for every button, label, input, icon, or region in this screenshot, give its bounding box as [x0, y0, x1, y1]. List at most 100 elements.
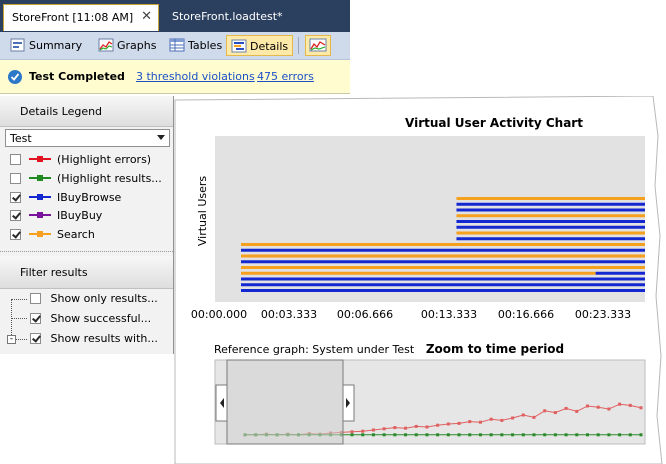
- activity-bar[interactable]: [456, 197, 645, 200]
- checkbox[interactable]: [10, 173, 21, 184]
- zoom-point: [414, 433, 418, 437]
- threshold-violations-link[interactable]: 3 threshold violations: [136, 70, 255, 83]
- checkbox[interactable]: [30, 293, 41, 304]
- legend-item-label: (Highlight results...: [57, 172, 162, 185]
- details-icon: [231, 39, 247, 56]
- activity-bar[interactable]: [456, 214, 645, 218]
- plot-area[interactable]: [215, 136, 645, 302]
- zoom-point: [618, 402, 622, 406]
- activity-bar[interactable]: [240, 248, 645, 252]
- zoom-point: [425, 425, 429, 429]
- legend-item-ibuybrowse[interactable]: IBuyBrowse: [10, 191, 121, 207]
- zoom-point: [457, 433, 461, 437]
- chart-title: Virtual User Activity Chart: [405, 116, 583, 130]
- details-legend-header[interactable]: Details Legend: [0, 96, 173, 127]
- graphs-button[interactable]: Graphs: [94, 35, 160, 56]
- activity-bar[interactable]: [240, 271, 596, 275]
- zoom-point: [532, 415, 536, 419]
- activity-bar[interactable]: [240, 254, 645, 258]
- details-button[interactable]: Details: [226, 35, 294, 56]
- legend-item-label: Search: [57, 228, 95, 241]
- checkbox[interactable]: [10, 210, 21, 221]
- errors-link[interactable]: 475 errors: [257, 70, 314, 83]
- legend-filter-dropdown[interactable]: Test: [5, 129, 170, 147]
- zoom-point: [521, 433, 525, 437]
- zoom-point: [639, 406, 643, 410]
- activity-bar[interactable]: [240, 266, 645, 269]
- zoom-point: [393, 426, 397, 430]
- filter-show-results-with[interactable]: Show results with...: [30, 332, 158, 348]
- zoom-point: [521, 413, 525, 417]
- zoom-point: [404, 426, 408, 430]
- x-tick-label: 00:13.333: [421, 308, 477, 321]
- activity-bar[interactable]: [240, 277, 645, 281]
- filter-show-successful[interactable]: Show successful...: [30, 312, 151, 328]
- tab-label: StoreFront [11:08 AM]: [12, 11, 134, 24]
- checkbox[interactable]: [30, 313, 41, 324]
- filter-results-title: Filter results: [20, 266, 88, 279]
- zoom-point: [446, 422, 450, 426]
- checkbox[interactable]: [10, 192, 21, 203]
- checkbox[interactable]: [10, 154, 21, 165]
- activity-bar[interactable]: [456, 202, 645, 206]
- document-tab-bar: StoreFront [11:08 AM] ✕ StoreFront.loadt…: [0, 0, 350, 32]
- chart-toggle-button[interactable]: [305, 35, 331, 56]
- legend-item-ibuybuy[interactable]: IBuyBuy: [10, 209, 102, 225]
- x-tick-label: 00:23.333: [575, 308, 631, 321]
- zoom-point: [350, 433, 354, 437]
- zoom-point: [457, 421, 461, 425]
- zoom-selection-window[interactable]: [226, 359, 344, 445]
- activity-bar[interactable]: [456, 231, 645, 235]
- zoom-point: [371, 428, 375, 432]
- activity-bar[interactable]: [456, 220, 645, 223]
- activity-bar[interactable]: [595, 271, 645, 275]
- tree-connector: [11, 299, 27, 300]
- close-icon[interactable]: ✕: [141, 9, 152, 24]
- zoom-point: [404, 433, 408, 437]
- zoom-point: [628, 433, 632, 437]
- toolbar-separator: [298, 37, 299, 54]
- legend-item-highlight-errors[interactable]: (Highlight errors): [10, 153, 151, 169]
- status-bar: Test Completed 3 threshold violations 47…: [0, 60, 350, 94]
- activity-bar[interactable]: [240, 283, 645, 287]
- chevron-right-icon: [346, 398, 350, 408]
- tab-storefront-results[interactable]: StoreFront [11:08 AM] ✕: [3, 4, 159, 31]
- details-label: Details: [250, 40, 289, 53]
- zoom-point: [489, 433, 493, 437]
- checkbox[interactable]: [10, 229, 21, 240]
- activity-bar[interactable]: [456, 225, 645, 229]
- zoom-point: [382, 433, 386, 437]
- collapse-icon[interactable]: -: [7, 335, 16, 344]
- filter-show-only-results[interactable]: Show only results...: [30, 292, 158, 308]
- activity-bar[interactable]: [240, 289, 645, 292]
- graphs-label: Graphs: [117, 39, 157, 52]
- checkbox[interactable]: [30, 333, 41, 344]
- zoom-point: [468, 433, 472, 437]
- summary-button[interactable]: Summary: [6, 35, 86, 56]
- purple-line-swatch-icon: [29, 210, 51, 220]
- zoom-point: [564, 406, 568, 410]
- tables-button[interactable]: Tables: [165, 35, 226, 56]
- zoom-point: [596, 433, 600, 437]
- activity-bar[interactable]: [456, 237, 645, 241]
- zoom-point: [446, 433, 450, 437]
- activity-bar[interactable]: [240, 260, 645, 264]
- x-tick-label: 00:16.666: [498, 308, 554, 321]
- zoom-point: [361, 429, 365, 433]
- legend-item-search[interactable]: Search: [10, 228, 95, 244]
- filter-results-header[interactable]: Filter results: [0, 256, 173, 289]
- legend-item-highlight-results[interactable]: (Highlight results...: [10, 172, 162, 188]
- zoom-point: [478, 433, 482, 437]
- tab-label: StoreFront.loadtest*: [172, 10, 283, 23]
- activity-bar[interactable]: [456, 208, 645, 212]
- zoom-point: [575, 433, 579, 437]
- zoom-point: [543, 409, 547, 413]
- virtual-user-activity-panel: Virtual User Activity Chart Virtual User…: [173, 96, 666, 464]
- zoom-point: [585, 433, 589, 437]
- tab-storefront-loadtest[interactable]: StoreFront.loadtest*: [164, 4, 289, 31]
- zoom-point: [393, 433, 397, 437]
- tables-label: Tables: [188, 39, 223, 52]
- zoom-point: [511, 416, 515, 420]
- activity-bar[interactable]: [240, 243, 645, 246]
- zoom-point: [371, 433, 375, 437]
